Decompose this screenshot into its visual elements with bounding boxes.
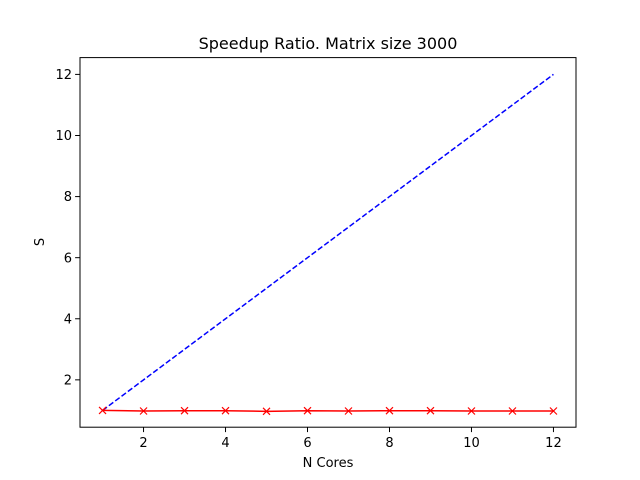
marker-stroke <box>426 406 435 415</box>
x-tick-label: 8 <box>385 436 393 451</box>
series-line-1 <box>102 409 554 413</box>
data-point-marker <box>508 407 517 415</box>
plot-layer <box>98 73 558 416</box>
y-axis-label: S <box>33 238 48 246</box>
marker-stroke <box>262 407 271 416</box>
series-line-0 <box>102 73 554 412</box>
y-tick-label: 2 <box>64 373 72 388</box>
marker-stroke <box>180 406 189 415</box>
y-tick-label: 8 <box>64 190 72 205</box>
data-point-marker <box>385 406 394 415</box>
y-axis-ticks: 2 4 6 8 10 12 <box>55 68 80 388</box>
x-axis-label: N Cores <box>303 456 354 471</box>
data-point-marker <box>221 406 230 415</box>
x-tick-label: 2 <box>139 436 147 451</box>
x-tick-label: 12 <box>545 436 562 451</box>
marker-stroke <box>221 406 230 415</box>
marker-stroke <box>303 406 312 415</box>
x-tick-label: 6 <box>303 436 311 451</box>
data-point-marker <box>303 406 312 415</box>
marker-stroke <box>549 407 558 415</box>
data-point-marker <box>549 407 558 415</box>
chart-title: Speedup Ratio. Matrix size 3000 <box>199 34 458 53</box>
marker-stroke <box>98 406 107 415</box>
x-tick-label: 10 <box>463 436 480 451</box>
data-point-marker <box>426 406 435 415</box>
marker-stroke <box>508 407 517 415</box>
y-tick-label: 4 <box>64 312 72 327</box>
marker-stroke <box>385 406 394 415</box>
marker-stroke <box>139 407 148 415</box>
data-point-marker <box>180 406 189 415</box>
y-tick-label: 12 <box>55 68 72 83</box>
plot-frame <box>79 57 577 428</box>
x-axis-ticks: 2 4 6 8 10 12 <box>139 427 562 451</box>
data-point-marker <box>139 407 148 415</box>
data-point-marker <box>344 407 353 415</box>
y-tick-label: 10 <box>55 129 72 144</box>
y-tick-label: 6 <box>64 251 72 266</box>
marker-stroke <box>467 407 476 415</box>
x-tick-label: 4 <box>221 436 229 451</box>
data-point-marker <box>467 407 476 415</box>
data-point-marker <box>98 406 107 415</box>
marker-stroke <box>344 407 353 415</box>
data-point-marker <box>262 407 271 416</box>
